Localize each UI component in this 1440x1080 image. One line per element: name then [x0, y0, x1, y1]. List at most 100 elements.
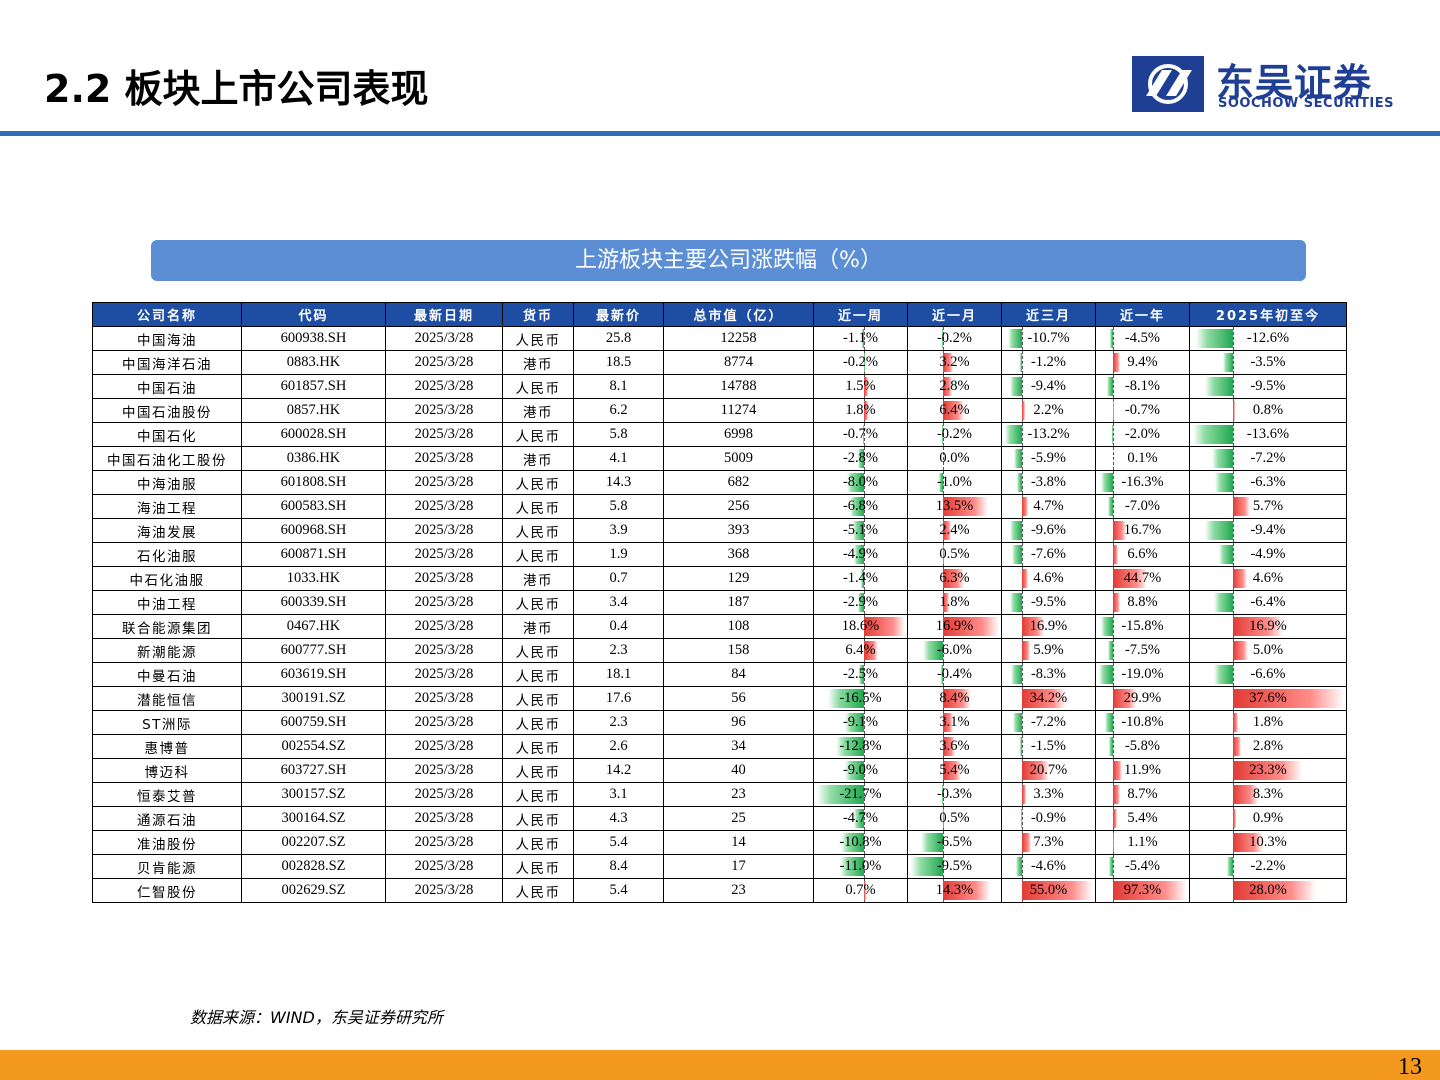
negative-bar: [846, 473, 865, 492]
cell-currency: 人民币: [502, 782, 574, 807]
cell-mcap: 187: [663, 590, 814, 615]
cell-date: 2025/3/28: [385, 566, 503, 591]
change-value: 0.8%: [1252, 402, 1284, 418]
negative-bar: [1214, 473, 1234, 492]
cell-date: 2025/3/28: [385, 662, 503, 687]
cell-date: 2025/3/28: [385, 518, 503, 543]
change-value: 8.8%: [1127, 594, 1158, 610]
negative-bar: [862, 425, 865, 444]
change-value: -4.7%: [842, 810, 879, 826]
negative-bar: [1108, 737, 1114, 756]
cell-date: 2025/3/28: [385, 854, 503, 879]
negative-bar: [858, 593, 865, 612]
cell-name: 中国石油: [92, 374, 242, 399]
cell-currency: 人民币: [502, 518, 574, 543]
bar-zero-axis: [864, 567, 866, 590]
positive-bar: [864, 617, 905, 636]
bar-zero-axis: [1233, 543, 1235, 566]
cell-price: 25.8: [573, 326, 664, 351]
cell-change-m: -0.4%: [907, 662, 1002, 687]
cell-date: 2025/3/28: [385, 686, 503, 711]
cell-price: 0.4: [573, 614, 664, 639]
positive-bar: [942, 737, 955, 756]
cell-mcap: 11274: [663, 398, 814, 423]
cell-change-m: 6.4%: [907, 398, 1002, 423]
table-row: 联合能源集团 0467.HK 2025/3/28 港币 0.4 108 18.6% 16.9%…: [92, 614, 1347, 639]
cell-change-ytd: -3.5%: [1189, 350, 1347, 375]
change-value: -2.5%: [842, 666, 879, 682]
cell-change-y: -15.8%: [1095, 614, 1190, 639]
cell-currency: 人民币: [502, 758, 574, 783]
cell-change-y: 0.1%: [1095, 446, 1190, 471]
column-header: 近三月: [1001, 302, 1096, 327]
change-value: 2.4%: [939, 522, 970, 538]
bar-zero-axis: [1022, 471, 1024, 494]
bar-zero-axis: [1233, 855, 1235, 878]
change-value: 97.3%: [1123, 882, 1162, 898]
cell-change-ytd: 4.6%: [1189, 566, 1347, 591]
negative-bar: [1109, 857, 1114, 876]
change-value: 6.4%: [939, 402, 970, 418]
column-header: 货币: [502, 302, 574, 327]
negative-bar: [1012, 713, 1023, 732]
soochow-logo-icon: [1132, 56, 1204, 112]
column-header: 代码: [241, 302, 386, 327]
positive-bar: [942, 689, 971, 708]
change-value: -0.2%: [842, 354, 879, 370]
negative-bar: [1195, 329, 1234, 348]
cell-date: 2025/3/28: [385, 758, 503, 783]
cell-price: 1.9: [573, 542, 664, 567]
bar-zero-axis: [1113, 711, 1115, 734]
change-value: 1.8%: [939, 594, 970, 610]
negative-bar: [1011, 665, 1023, 684]
cell-change-y: 11.9%: [1095, 758, 1190, 783]
cell-change-w: -2.9%: [813, 590, 908, 615]
cell-price: 5.8: [573, 494, 664, 519]
negative-bar: [828, 689, 865, 708]
change-value: -0.9%: [1030, 810, 1067, 826]
cell-currency: 人民币: [502, 806, 574, 831]
change-value: -5.1%: [842, 522, 879, 538]
change-value: 0.1%: [1127, 450, 1158, 466]
cell-currency: 人民币: [502, 494, 574, 519]
cell-code: 0467.HK: [241, 614, 386, 639]
bar-zero-axis: [1233, 663, 1235, 686]
negative-bar: [1008, 329, 1023, 348]
cell-currency: 人民币: [502, 326, 574, 351]
cell-change-ytd: -9.4%: [1189, 518, 1347, 543]
cell-change-ytd: 10.3%: [1189, 830, 1347, 855]
cell-change-q: -1.5%: [1001, 734, 1096, 759]
cell-change-m: 8.4%: [907, 686, 1002, 711]
cell-currency: 港币: [502, 566, 574, 591]
cell-change-ytd: 28.0%: [1189, 878, 1347, 903]
positive-bar: [1113, 593, 1121, 612]
column-header: 最新价: [573, 302, 664, 327]
table-row: 博迈科 603727.SH 2025/3/28 人民币 14.2 40 -9.0% 5.4% 2…: [92, 758, 1347, 783]
change-value: 4.6%: [1033, 570, 1064, 586]
cell-price: 6.2: [573, 398, 664, 423]
change-value: -5.8%: [1124, 738, 1161, 754]
table-row: 中国海洋石油 0883.HK 2025/3/28 港币 18.5 8774 -0.2% 3.2…: [92, 350, 1347, 375]
change-value: -12.6%: [1246, 330, 1290, 346]
cell-date: 2025/3/28: [385, 326, 503, 351]
cell-name: 通源石油: [92, 806, 242, 831]
negative-bar: [1205, 377, 1234, 396]
change-value: -7.2%: [1250, 450, 1286, 466]
change-value: 11.9%: [1124, 762, 1161, 778]
bar-zero-axis: [1022, 375, 1024, 398]
cell-name: 海油发展: [92, 518, 242, 543]
bar-zero-axis: [1022, 543, 1024, 566]
change-value: 0.9%: [1252, 810, 1284, 826]
positive-bar: [942, 713, 953, 732]
negative-bar: [1017, 473, 1023, 492]
cell-change-m: 13.5%: [907, 494, 1002, 519]
change-value: -1.0%: [936, 474, 973, 490]
cell-change-w: -11.0%: [813, 854, 908, 879]
change-value: 16.9%: [1249, 618, 1287, 634]
cell-change-m: -0.3%: [907, 782, 1002, 807]
bar-zero-axis: [942, 447, 944, 470]
positive-bar: [1022, 641, 1030, 660]
table-row: 中国石油化工股份 0386.HK 2025/3/28 港币 4.1 5009 -2.8% 0.…: [92, 446, 1347, 471]
cell-code: 300191.SZ: [241, 686, 386, 711]
cell-change-ytd: 23.3%: [1189, 758, 1347, 783]
